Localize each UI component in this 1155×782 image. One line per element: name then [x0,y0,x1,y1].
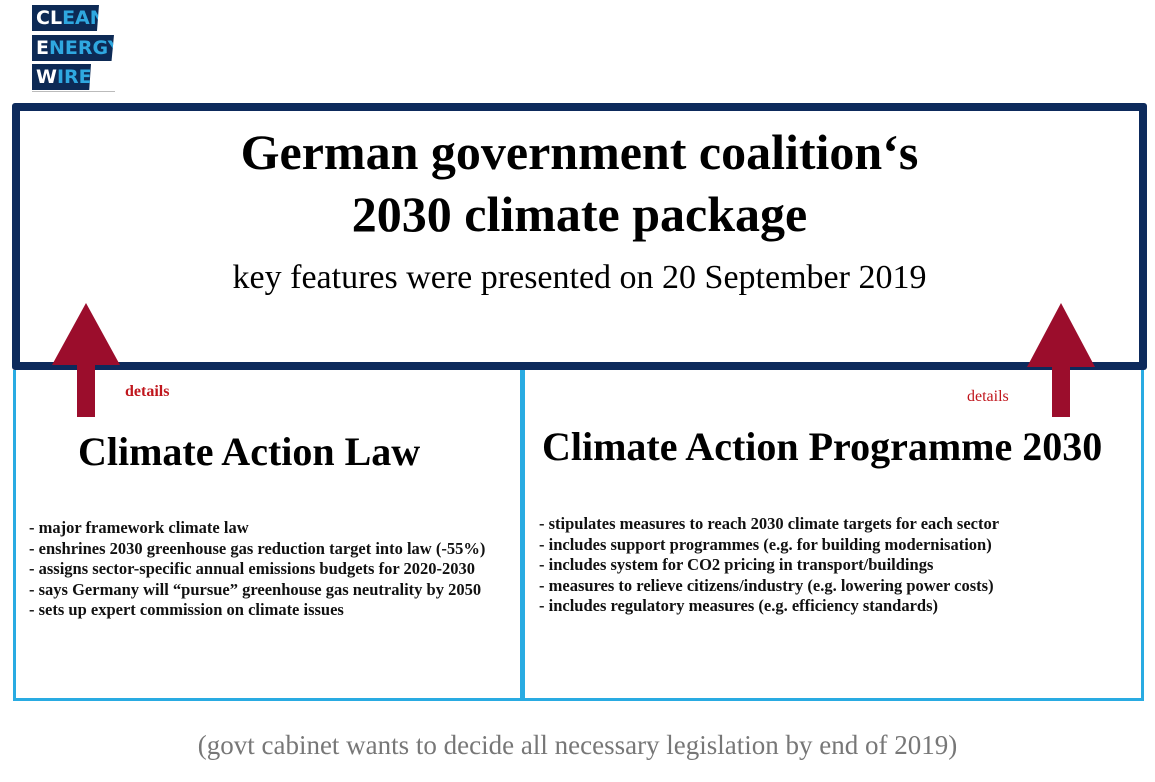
arrow-up-icon[interactable] [1027,303,1097,419]
logo-text: E [36,37,49,59]
logo-divider [32,91,115,92]
climate-action-programme-title: Climate Action Programme 2030 [542,424,1103,469]
logo-text: IRE [56,66,92,88]
logo-text: CL [36,7,63,29]
divider [520,370,523,701]
logo-text: NERGY [48,37,122,59]
list-item: - enshrines 2030 greenhouse gas reductio… [29,538,486,558]
list-item: - assigns sector-specific annual emissio… [29,559,475,578]
list-item: - major framework climate law [29,518,249,537]
details-link-left[interactable]: details [125,383,170,400]
programme-feature-list: - stipulates measures to reach 2030 clim… [539,514,999,617]
details-link-right[interactable]: details [967,388,1009,405]
list-item: - sets up expert commission on climate i… [29,600,344,619]
header-box: German government coalition‘s 2030 climat… [12,103,1147,370]
climate-action-law-box [13,370,525,701]
logo-text: W [36,66,57,88]
climate-action-law-title: Climate Action Law [78,429,421,474]
list-item: - measures to relieve citizens/industry … [539,575,994,595]
list-item: - includes system for CO2 pricing in tra… [539,555,934,574]
logo-text: EAN [62,7,106,29]
list-item: - includes regulatory measures (e.g. eff… [539,596,939,615]
subtitle: key features were presented on 20 Septem… [232,259,927,296]
list-item: - stipulates measures to reach 2030 clim… [539,514,1000,533]
list-item: - includes support programmes (e.g. for … [539,534,992,554]
climate-action-programme-box [522,370,1144,701]
footer-note: (govt cabinet wants to decide all necess… [197,730,958,760]
law-feature-list: - major framework climate law - enshrine… [29,518,485,621]
arrow-up-icon[interactable] [52,303,122,419]
page-title: German government coalition‘s 2030 climat… [240,124,919,242]
list-item: - says Germany will “pursue” greenhouse … [29,579,482,599]
